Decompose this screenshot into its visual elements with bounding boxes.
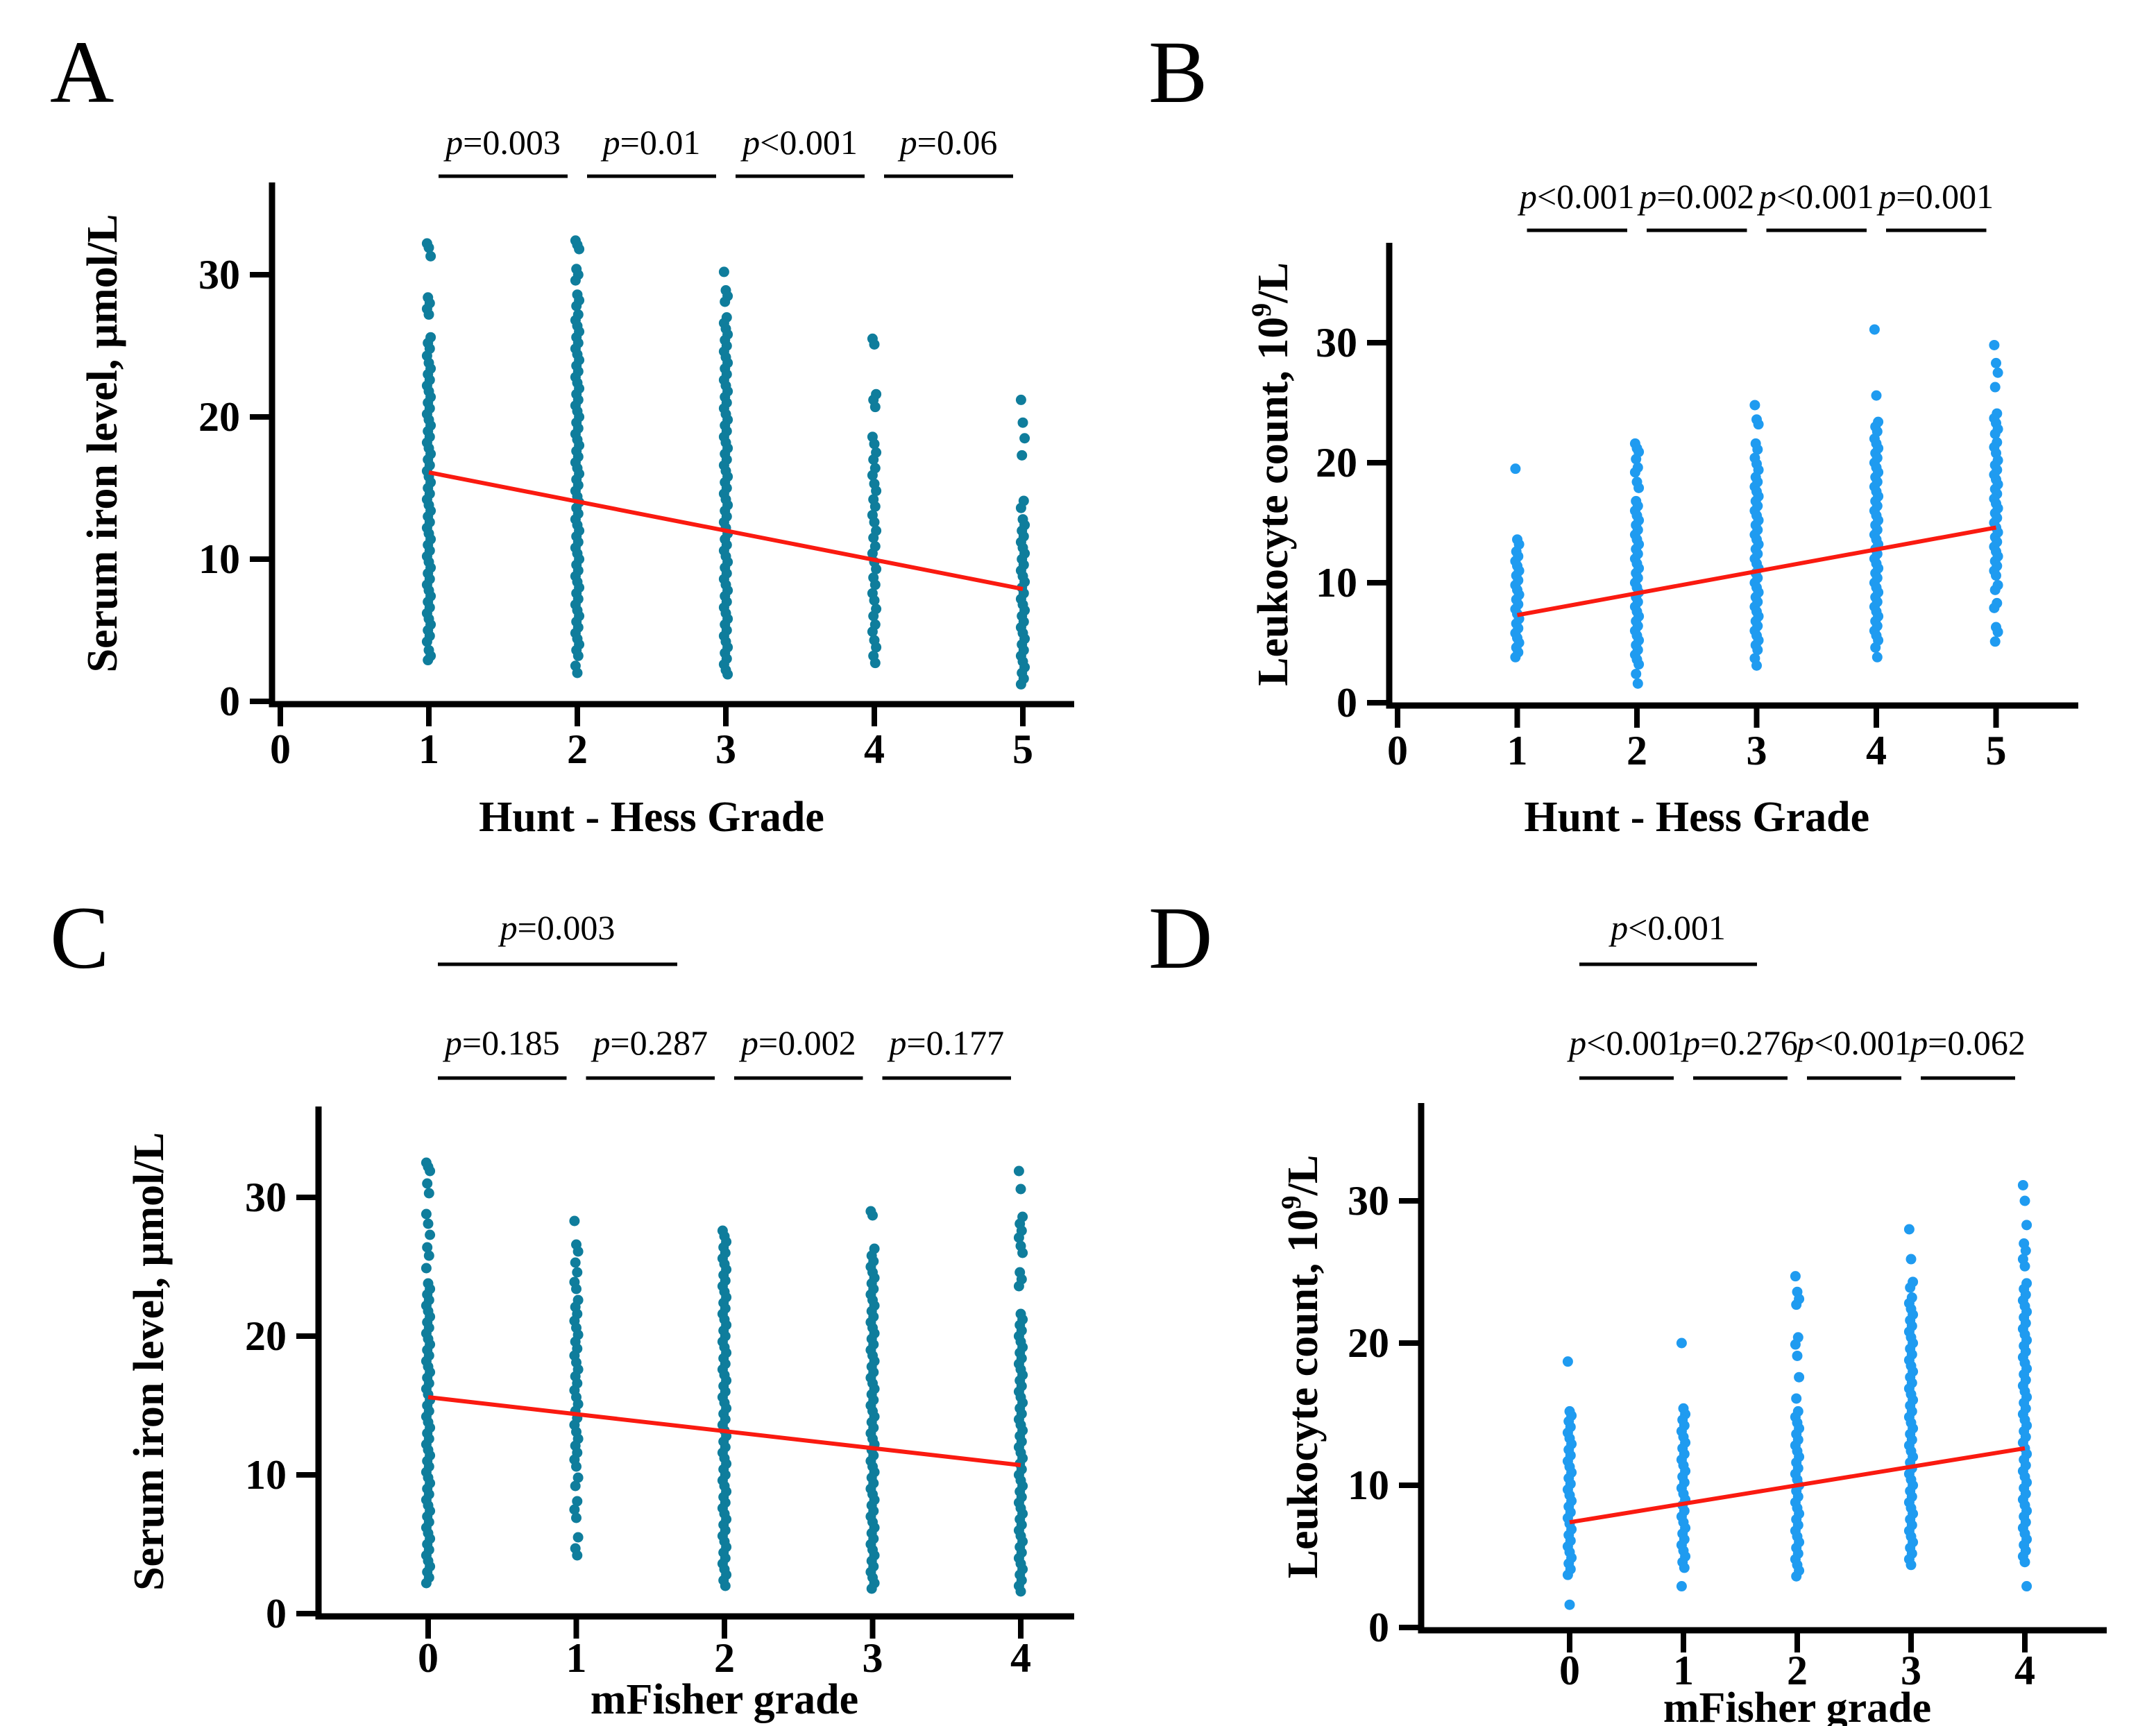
x-tick-label: 3 <box>1747 728 1767 774</box>
data-points <box>421 1157 1028 1597</box>
x-tick-label: 5 <box>1986 728 2007 774</box>
x-tick-label: 4 <box>1866 728 1887 774</box>
x-tick-label: 3 <box>1901 1648 1921 1693</box>
p-value-label: p=0.287 <box>591 1023 708 1062</box>
panel-label-a: A <box>50 23 114 121</box>
x-axis-title: Hunt - Hess Grade <box>1524 794 1869 841</box>
y-tick-label: 20 <box>198 394 240 440</box>
significance-annotations: p=0.185 p=0.287 p=0.002 p=0.177 p=0.003 <box>438 908 1011 1080</box>
x-tick-label: 1 <box>1673 1648 1694 1693</box>
y-tick-label: 30 <box>1348 1178 1389 1224</box>
x-axis-title: Hunt - Hess Grade <box>479 794 824 841</box>
y-tick-label: 10 <box>1316 560 1357 606</box>
x-tick-label: 0 <box>418 1635 439 1681</box>
x-tick-label: 2 <box>1787 1648 1808 1693</box>
panel-d-leukocyte-vs-mfisher: 0 10 20 30 0 1 2 3 4 mFisher grade Leukocyte count… <box>1275 908 2107 1726</box>
p-value-label: p<0.001 <box>1567 1023 1684 1062</box>
x-tick-label: 4 <box>1010 1635 1031 1681</box>
x-tick-label: 3 <box>715 726 736 772</box>
panel-label-d: D <box>1148 889 1213 987</box>
p-value-label: p=0.002 <box>1637 177 1754 216</box>
x-tick-label: 0 <box>1559 1648 1580 1693</box>
y-tick-label: 20 <box>1348 1320 1389 1366</box>
x-tick-label: 3 <box>863 1635 883 1681</box>
x-tick-label: 4 <box>864 726 885 772</box>
p-value-label: p=0.06 <box>898 123 998 162</box>
p-value-label: p<0.001 <box>1794 1023 1912 1062</box>
y-tick-label: 0 <box>1368 1605 1389 1650</box>
x-tick-label: 0 <box>1387 728 1408 774</box>
y-tick-label: 0 <box>219 678 240 724</box>
x-tick-label: 1 <box>566 1635 587 1681</box>
x-tick-label: 4 <box>2014 1648 2035 1693</box>
p-value-label: p=0.185 <box>443 1023 560 1062</box>
significance-annotations: p=0.003 p=0.01 p<0.001 p=0.06 <box>439 123 1013 178</box>
x-tick-label: 2 <box>714 1635 735 1681</box>
p-value-label-top: p=0.003 <box>498 908 616 947</box>
y-tick-label: 30 <box>245 1174 287 1220</box>
p-value-label: p<0.001 <box>1757 177 1874 216</box>
axes: 0 10 20 30 0 1 2 3 4 <box>1348 1103 2107 1693</box>
regression-line <box>427 1395 1021 1467</box>
p-value-label-top: p<0.001 <box>1608 908 1726 947</box>
regression-line <box>428 470 1024 591</box>
y-tick-label: 30 <box>198 252 240 298</box>
data-points <box>1562 1179 2032 1610</box>
regression-line <box>1569 1446 2026 1525</box>
y-axis-title: Serum iron level, μmol/L <box>79 214 126 673</box>
y-tick-label: 0 <box>266 1591 287 1637</box>
p-value-label: p=0.003 <box>443 123 561 162</box>
p-value-label: p=0.276 <box>1681 1023 1798 1062</box>
x-tick-label: 1 <box>418 726 439 772</box>
p-value-label: p=0.001 <box>1876 177 1994 216</box>
p-value-label: p=0.002 <box>739 1023 856 1062</box>
y-tick-label: 20 <box>245 1313 287 1359</box>
panel-b-leukocyte-vs-hunt-hess: 0 10 20 30 0 1 2 3 4 5 Hunt - Hess Grade Leukocyte … <box>1246 177 2078 841</box>
y-tick-label: 30 <box>1316 320 1357 366</box>
p-value-label: p=0.01 <box>601 123 701 162</box>
axes: 0 10 20 30 0 1 2 3 4 5 <box>198 182 1074 772</box>
panel-c-serum-iron-vs-mfisher: 0 10 20 30 0 1 2 3 4 mFisher grade Serum iron leve… <box>126 908 1074 1723</box>
y-tick-label: 10 <box>1348 1462 1389 1508</box>
data-points <box>421 235 1030 690</box>
y-tick-label: 0 <box>1336 680 1357 726</box>
y-tick-label: 20 <box>1316 440 1357 486</box>
x-tick-label: 0 <box>270 726 291 772</box>
panel-label-c: C <box>50 889 110 987</box>
x-axis-title: mFisher grade <box>1663 1684 1931 1726</box>
p-value-label: p<0.001 <box>1518 177 1635 216</box>
panel-a-serum-iron-vs-hunt-hess: 0 10 20 30 0 1 2 3 4 5 Hunt - Hess Grade Serum iron… <box>79 123 1074 841</box>
x-tick-label: 1 <box>1507 728 1528 774</box>
x-tick-label: 2 <box>567 726 588 772</box>
x-tick-label: 5 <box>1012 726 1033 772</box>
regression-line <box>1516 525 1997 617</box>
x-axis-title: mFisher grade <box>591 1676 858 1723</box>
data-points <box>1510 324 2003 689</box>
p-value-label: p<0.001 <box>740 123 858 162</box>
axes: 0 10 20 30 0 1 2 3 4 5 <box>1316 243 2078 774</box>
x-tick-label: 2 <box>1627 728 1647 774</box>
y-tick-label: 10 <box>198 536 240 582</box>
panel-label-b: B <box>1148 23 1208 121</box>
axes: 0 10 20 30 0 1 2 3 4 <box>245 1106 1074 1681</box>
significance-annotations: p<0.001 p=0.002 p<0.001 p=0.001 <box>1518 177 1994 232</box>
y-axis-title: Leukocyte count, 109/L <box>1275 1155 1327 1579</box>
y-axis-title: Leukocyte count, 109/L <box>1246 262 1297 686</box>
p-value-label: p=0.177 <box>887 1023 1004 1062</box>
y-axis-title: Serum iron level, μmol/L <box>126 1132 173 1591</box>
p-value-label: p=0.062 <box>1908 1023 2026 1062</box>
y-tick-label: 10 <box>245 1452 287 1498</box>
